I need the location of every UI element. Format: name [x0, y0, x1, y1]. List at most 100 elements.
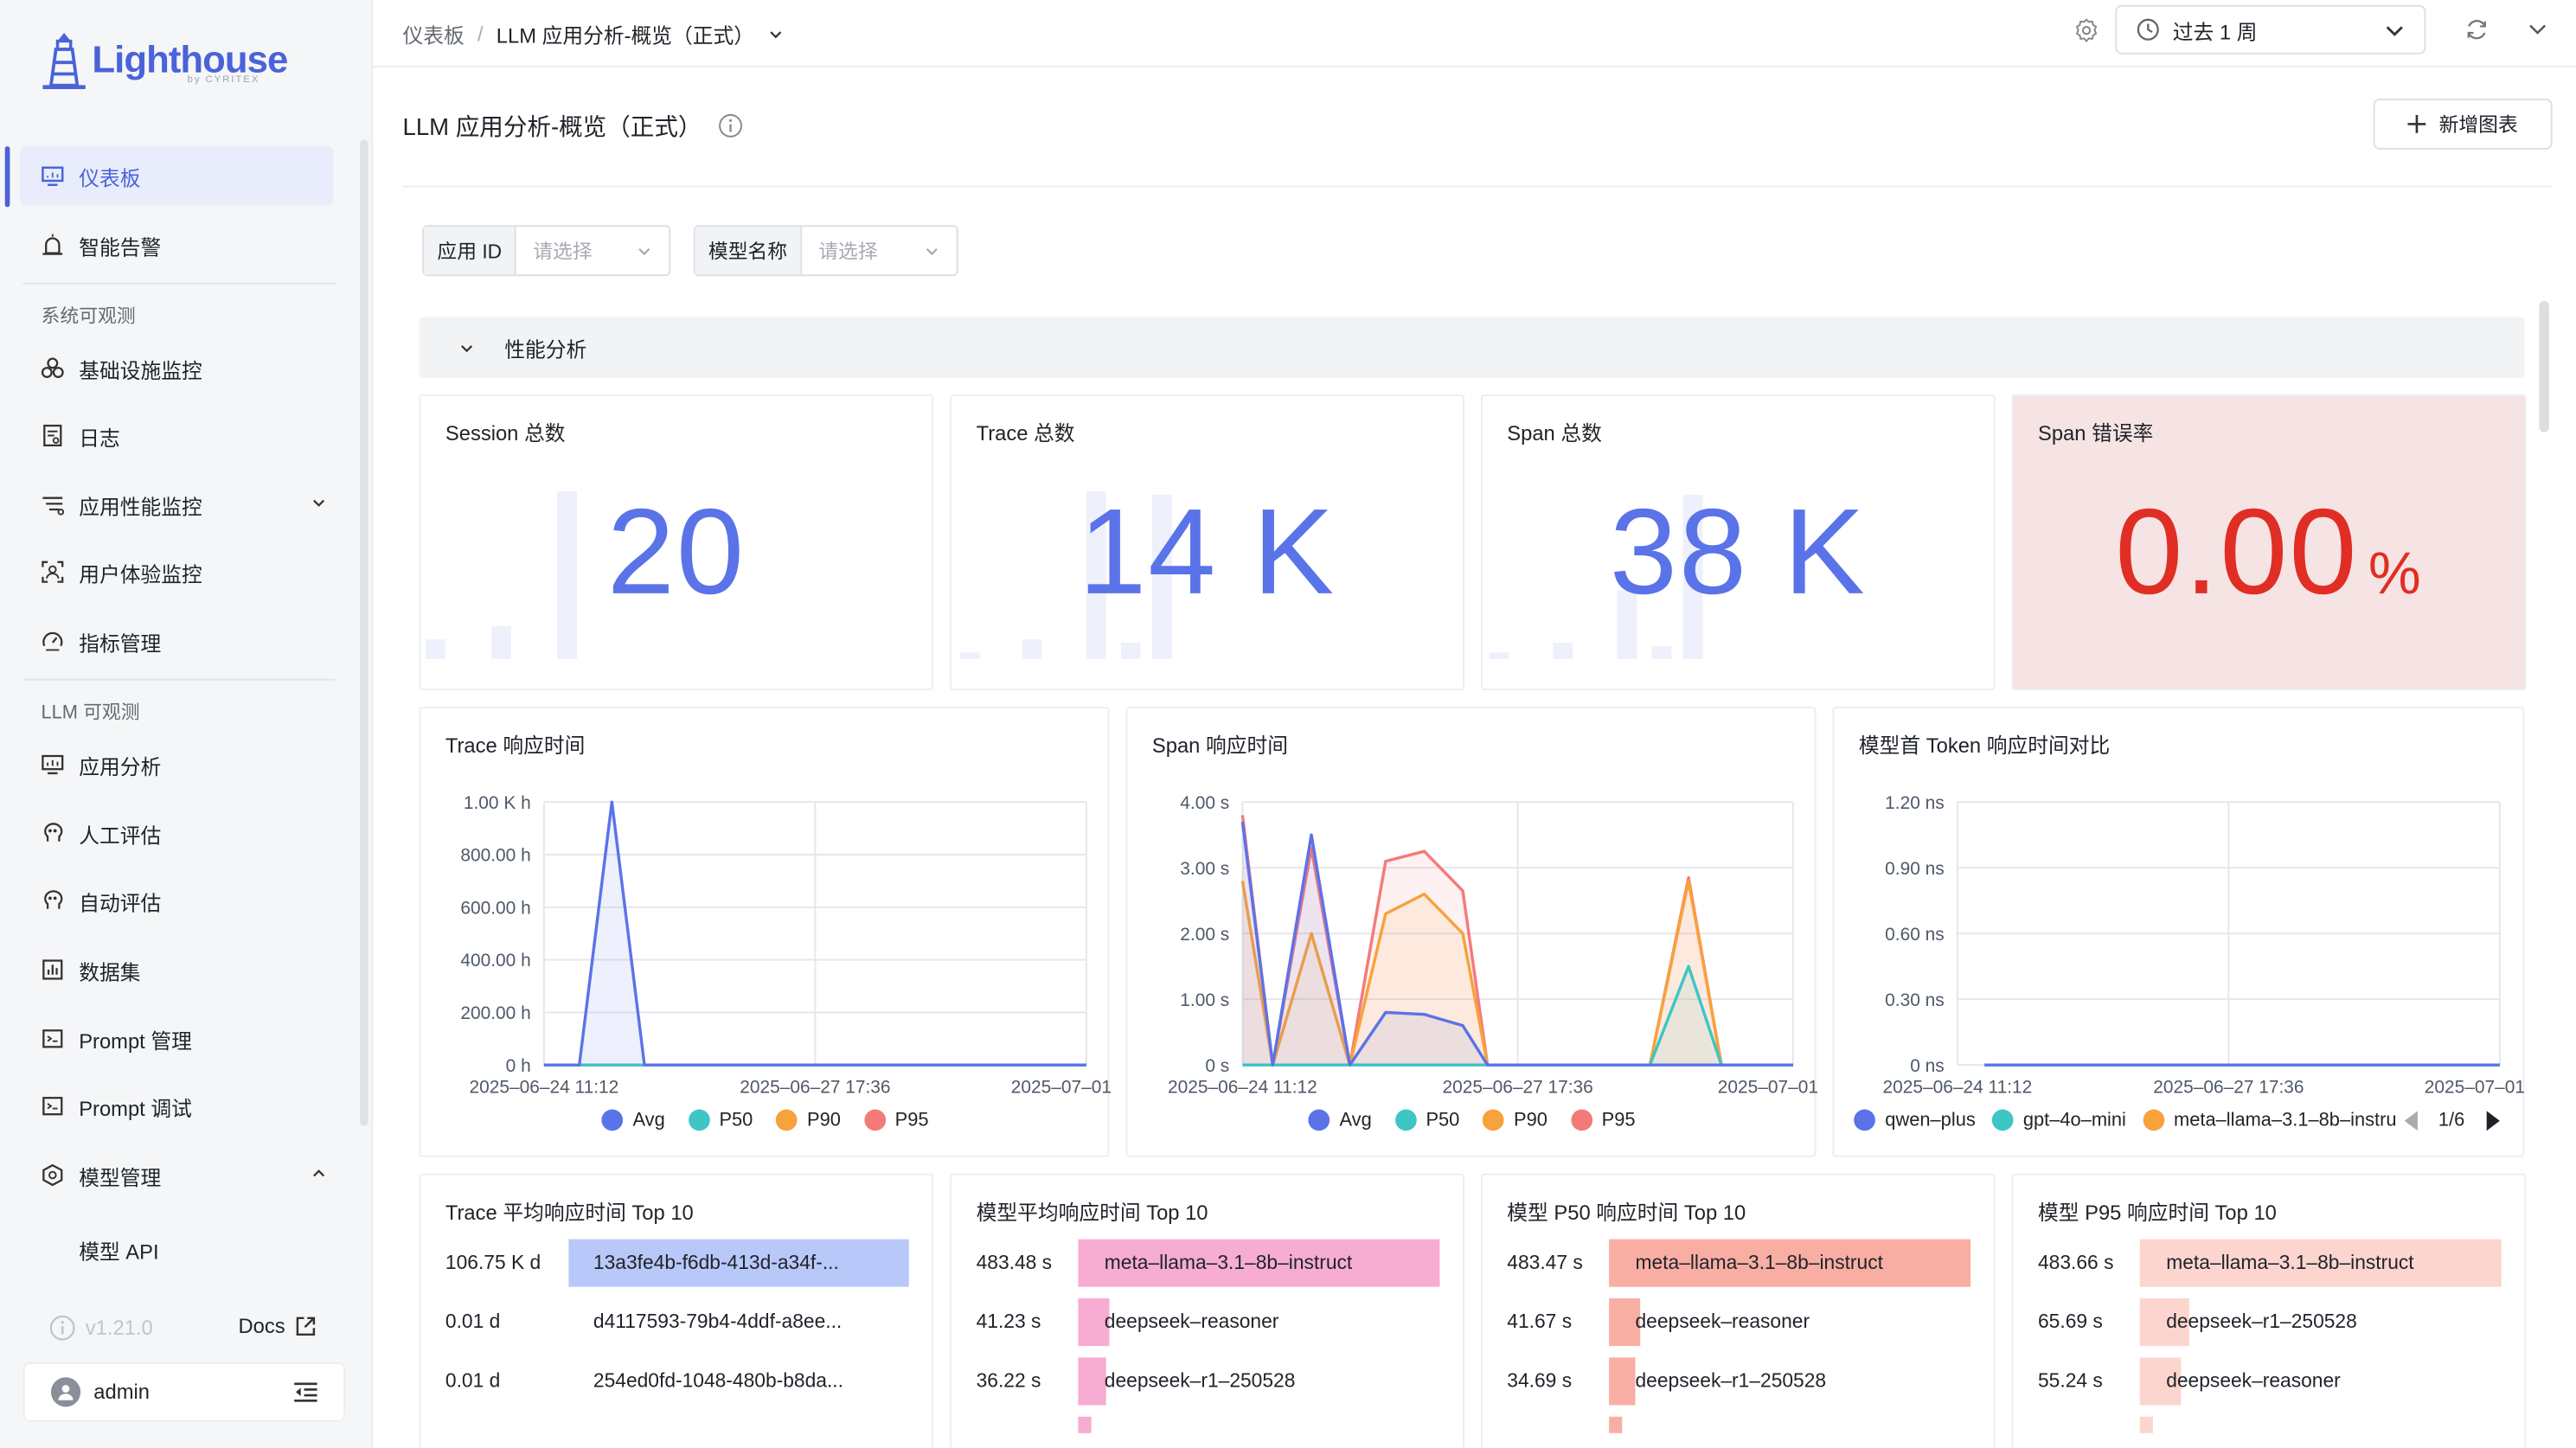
sidebar-scrollbar[interactable]	[360, 139, 368, 1126]
sparkline-bar	[1651, 645, 1672, 659]
y-tick-label: 600.00 h	[460, 898, 530, 918]
sidebar-item-prompt-debug[interactable]: Prompt 调试	[20, 1077, 334, 1136]
divider	[22, 282, 336, 285]
top10-row[interactable]: 34.69 s deepseek–r1–250528	[1507, 1356, 2000, 1405]
breadcrumb-root[interactable]: 仪表板	[402, 24, 465, 48]
stat-card: Span 错误率 0.00%	[2011, 394, 2527, 690]
legend-item[interactable]: P95	[863, 1109, 929, 1131]
chart-title: Trace 响应时间	[445, 734, 586, 758]
dataset-icon	[40, 957, 66, 983]
legend-dot	[1991, 1109, 2014, 1131]
series-line[interactable]	[543, 800, 1086, 1067]
info-icon	[49, 1315, 75, 1341]
filter-app-id[interactable]: 应用 ID 请选择	[422, 225, 671, 277]
top10-card: 模型 P50 响应时间 Top 10 483.47 s meta–llama–3.1…	[1480, 1173, 1996, 1448]
prev-page-icon[interactable]	[2404, 1110, 2419, 1131]
filter-label: 模型名称	[695, 227, 803, 275]
sidebar-item-infra[interactable]: 基础设施监控	[20, 338, 334, 397]
legend-item[interactable]: P95	[1570, 1109, 1636, 1131]
sidebar-item-dashboard[interactable]: 仪表板	[19, 146, 334, 206]
add-chart-button[interactable]: 新增图表	[2373, 99, 2553, 150]
legend-item[interactable]: qwen–plus	[1854, 1109, 1976, 1131]
docs-link[interactable]: Docs	[239, 1315, 318, 1338]
legend-item[interactable]: Avg	[1308, 1109, 1372, 1131]
y-tick-label: 1.00 s	[1180, 990, 1229, 1010]
logo[interactable]: Lighthouse by CYRITEX	[40, 29, 288, 92]
section-performance[interactable]: 性能分析	[419, 317, 2525, 378]
series-line[interactable]	[1240, 879, 1793, 1067]
sidebar-item-auto-eval[interactable]: 自动评估	[20, 871, 334, 930]
legend-item[interactable]: meta–llama–3.1–8b–instru	[2142, 1109, 2398, 1131]
sidebar-item-ux[interactable]: 用户体验监控	[20, 542, 334, 601]
top10-bar	[1078, 1416, 1092, 1433]
stat-value: 20	[420, 482, 932, 622]
legend-item[interactable]: P50	[1394, 1109, 1459, 1131]
top10-row[interactable]: 483.48 s meta–llama–3.1–8b–instruct	[977, 1238, 1470, 1286]
top10-row[interactable]: 483.47 s meta–llama–3.1–8b–instruct	[1507, 1238, 2000, 1286]
refresh-icon[interactable]	[2465, 18, 2489, 42]
y-tick-label: 2.00 s	[1180, 925, 1229, 945]
sidebar-item-model-manage[interactable]: 模型管理	[20, 1145, 334, 1204]
sparkline-bar	[1151, 494, 1172, 659]
sparkline-bar	[557, 491, 577, 659]
avatar	[50, 1377, 81, 1407]
main-scrollbar[interactable]	[2539, 300, 2549, 432]
info-icon[interactable]	[718, 113, 743, 138]
breadcrumb-current[interactable]: LLM 应用分析-概览（正式）	[496, 24, 755, 48]
series-line[interactable]	[1240, 821, 1793, 1067]
collapse-sidebar-icon[interactable]	[294, 1382, 317, 1402]
next-page-icon[interactable]	[2484, 1110, 2500, 1131]
sidebar-item-app-analysis[interactable]: 应用分析	[20, 734, 334, 793]
user-panel[interactable]: admin	[22, 1362, 345, 1422]
prompt-icon	[40, 1026, 66, 1052]
sidebar-item-label: 模型 API	[79, 1240, 159, 1264]
ux-icon	[40, 559, 66, 585]
sidebar-item-log[interactable]: 日志	[20, 406, 334, 465]
top10-row[interactable]: 483.66 s meta–llama–3.1–8b–instruct	[2038, 1238, 2531, 1286]
sparkline-bar	[426, 639, 445, 659]
top10-row[interactable]: 106.75 K d 13a3fe4b-f6db-413d-a34f-...	[445, 1238, 939, 1286]
y-tick-label: 0 h	[506, 1056, 531, 1076]
legend-item[interactable]: P50	[688, 1109, 753, 1131]
legend-item[interactable]: gpt–4o–mini	[1991, 1109, 2126, 1131]
sidebar-item-alarm[interactable]: 智能告警	[20, 215, 334, 274]
x-tick-label: 2025–06–24 11:12	[1883, 1078, 2033, 1098]
top10-row[interactable]: 36.22 s deepseek–r1–250528	[977, 1356, 1470, 1405]
sidebar-item-metric[interactable]: 指标管理	[20, 612, 334, 670]
top10-row[interactable]: 41.23 s deepseek–reasoner	[977, 1297, 1470, 1346]
chevron-down-icon[interactable]	[2528, 22, 2547, 38]
sparkline-bar	[1617, 590, 1637, 659]
sidebar-item-prompt-manage[interactable]: Prompt 管理	[20, 1009, 334, 1068]
top10-row[interactable]: 0.01 d 254ed0fd-1048-480b-b8da...	[445, 1357, 939, 1403]
apm-icon	[40, 491, 66, 517]
top10-row[interactable]: 55.24 s deepseek–reasoner	[2038, 1356, 2531, 1405]
sidebar-item-manual-eval[interactable]: 人工评估	[20, 804, 334, 862]
legend-item[interactable]: Avg	[601, 1109, 665, 1131]
top10-row[interactable]: 65.69 s deepseek–r1–250528	[2038, 1297, 2531, 1346]
legend-item[interactable]: P90	[1482, 1109, 1548, 1131]
settings-icon[interactable]	[2074, 18, 2099, 43]
sidebar-item-apm[interactable]: 应用性能监控	[20, 475, 334, 534]
legend-item[interactable]: P90	[775, 1109, 841, 1131]
sidebar-item-model-api[interactable]: 模型 API	[20, 1220, 334, 1278]
stat-unit: %	[2368, 539, 2423, 607]
top10-bar	[1609, 1238, 1971, 1286]
x-tick-label: 2025–06–24 11:12	[470, 1078, 619, 1098]
stat-value: 38 K	[1483, 482, 1994, 622]
filter-model-name[interactable]: 模型名称 请选择	[693, 225, 958, 277]
top10-row[interactable]: 41.67 s deepseek–reasoner	[1507, 1297, 2000, 1346]
top10-title: 模型 P95 响应时间 Top 10	[2038, 1201, 2277, 1225]
legend-label: P50	[719, 1110, 753, 1131]
stat-value: 0.00%	[2014, 482, 2525, 622]
legend-label: P90	[807, 1110, 841, 1131]
chevron-down-icon[interactable]	[767, 25, 784, 42]
divider	[402, 185, 2553, 188]
alarm-icon	[40, 232, 66, 258]
breadcrumb-separator: /	[477, 22, 484, 46]
sidebar-item-dataset[interactable]: 数据集	[20, 940, 334, 999]
top10-row[interactable]: 0.01 d d4117593-79b4-4ddf-a8ee...	[445, 1298, 939, 1344]
chart-title: Span 响应时间	[1151, 734, 1288, 758]
stat-card: Trace 总数 14 K	[950, 394, 1464, 690]
top10-bar	[1078, 1356, 1105, 1405]
time-range-picker[interactable]: 过去 1 周	[2115, 4, 2426, 54]
